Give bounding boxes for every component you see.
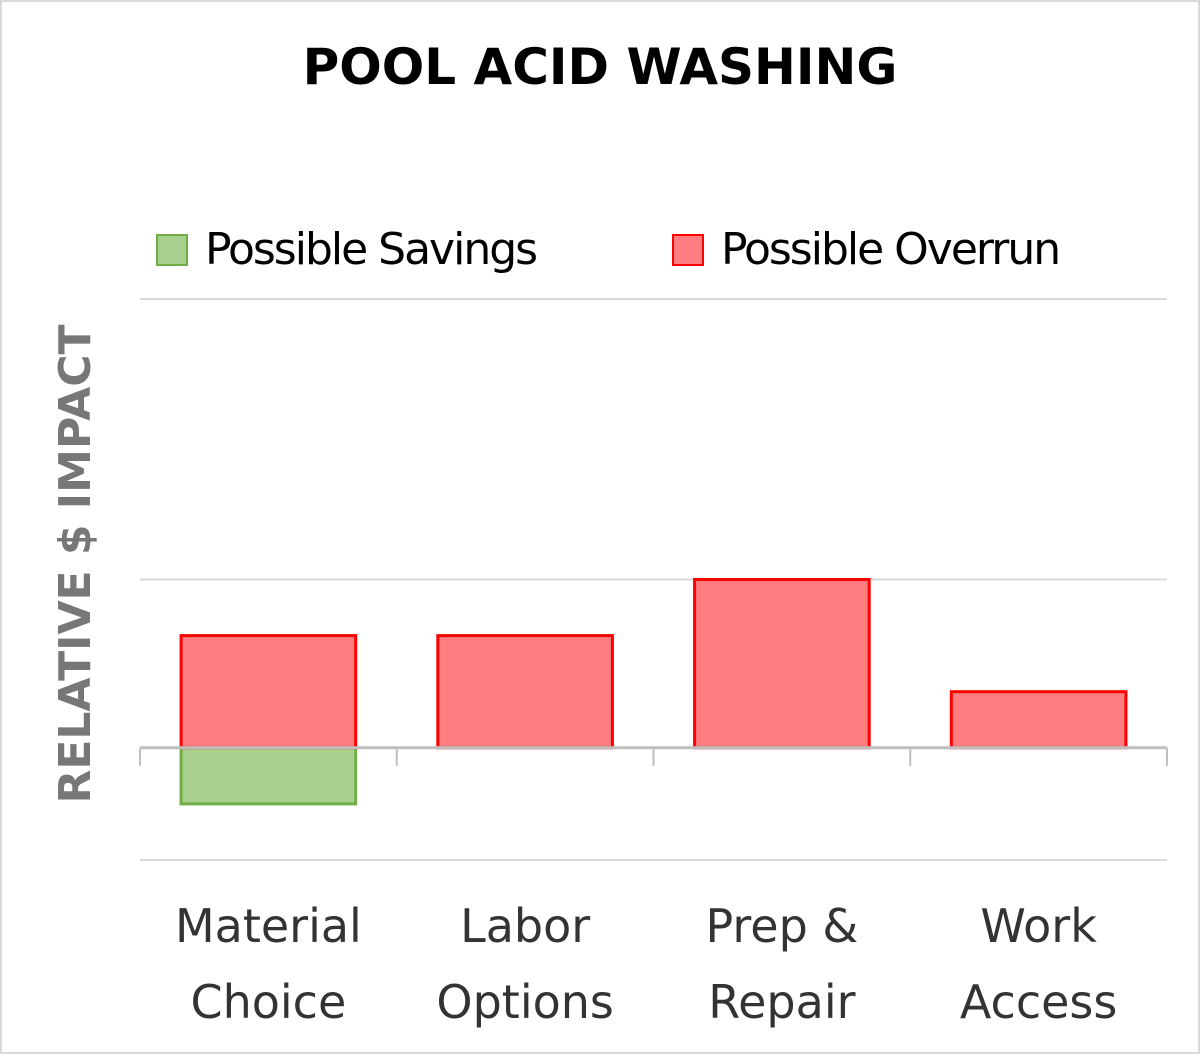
category-label: Work — [980, 899, 1097, 953]
overrun-bar-2 — [436, 634, 614, 750]
overrun-bar-3 — [693, 578, 871, 750]
category-label: Options — [436, 975, 614, 1029]
legend-swatch-savings — [156, 234, 188, 266]
legend-swatch-overrun — [672, 234, 704, 266]
category-label: Repair — [708, 975, 855, 1029]
legend-label-overrun: Possible Overrun — [721, 224, 1059, 275]
category-label: Material — [175, 899, 362, 953]
y-axis-label: RELATIVE $ IMPACT — [50, 324, 101, 803]
savings-bar-1 — [179, 746, 358, 806]
legend-label-savings: Possible Savings — [205, 224, 536, 275]
chart-title: POOL ACID WASHING — [303, 38, 898, 96]
legend: Possible Savings Possible Overrun — [156, 224, 1061, 275]
category-label: Prep & — [705, 899, 858, 953]
overrun-bar-1 — [179, 634, 358, 750]
category-label: Labor — [460, 899, 590, 953]
category-label: Access — [960, 975, 1117, 1029]
category-label: Choice — [190, 975, 346, 1029]
overrun-bar-4 — [949, 690, 1128, 750]
